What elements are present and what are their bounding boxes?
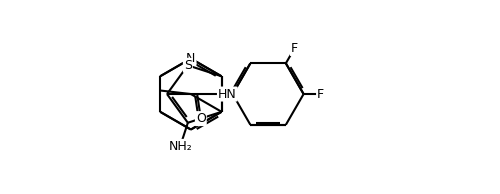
Text: N: N (186, 52, 196, 65)
Text: F: F (317, 87, 324, 100)
Text: F: F (291, 42, 298, 55)
Text: O: O (196, 112, 206, 125)
Text: S: S (184, 59, 192, 72)
Text: HN: HN (218, 87, 236, 100)
Text: NH₂: NH₂ (168, 140, 192, 153)
